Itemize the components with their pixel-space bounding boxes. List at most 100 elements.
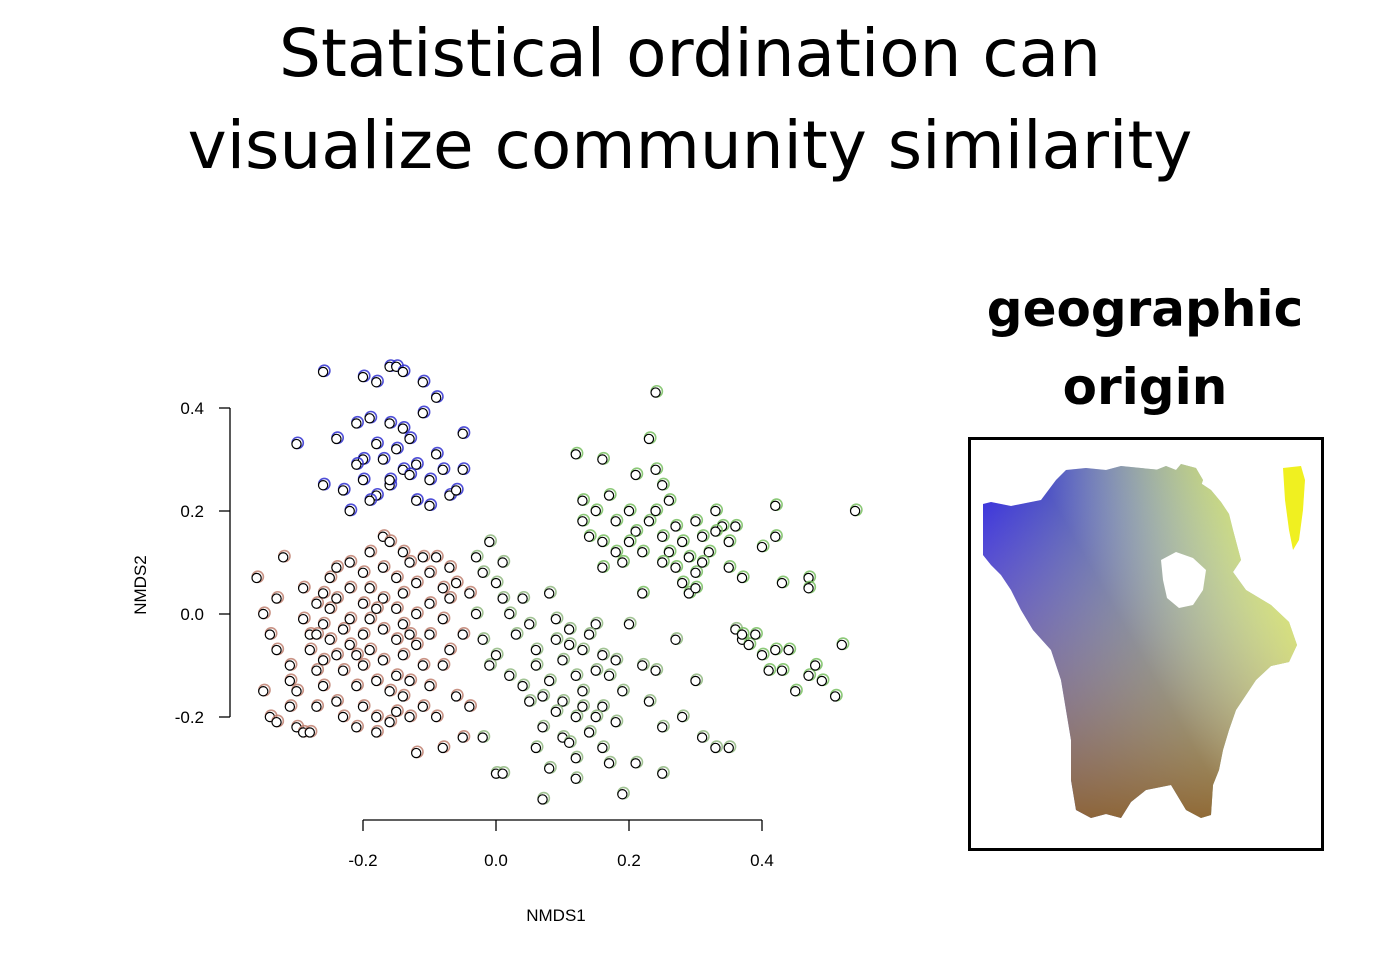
scatter-point [444, 593, 455, 604]
scatter-point [337, 665, 349, 676]
scatter-point [530, 660, 542, 671]
scatter-point [597, 742, 608, 754]
scatter-point [430, 711, 442, 723]
scatter-point [371, 711, 382, 723]
scatter-point [677, 711, 688, 723]
scatter-point [630, 758, 641, 769]
scatter-point [477, 732, 488, 743]
scatter-point [404, 433, 415, 445]
scatter-point [577, 686, 588, 697]
scatter-point [770, 500, 781, 512]
scatter-point [430, 392, 442, 403]
scatter-point [643, 433, 655, 445]
scatter-point [331, 696, 342, 707]
scatter-point [444, 644, 455, 656]
scatter-point [284, 660, 296, 671]
x-axis-label: NMDS1 [526, 906, 586, 925]
scatter-point [696, 732, 708, 743]
scatter-point [457, 629, 468, 640]
scatter-point [258, 608, 269, 620]
north-america-map [971, 440, 1321, 848]
scatter-point [849, 505, 861, 517]
scatter-point [544, 588, 555, 599]
scatter-point [411, 747, 422, 759]
scatter-point [617, 789, 628, 800]
scatter-point [484, 536, 495, 548]
scatter-point [411, 639, 422, 651]
scatter-point [424, 629, 435, 640]
scatter-point [557, 696, 568, 707]
scatter-point [450, 577, 462, 589]
scatter-point [391, 603, 402, 615]
legend-caption-line-2: origin [1062, 358, 1228, 416]
scatter-point [271, 593, 282, 604]
scatter-point [736, 572, 748, 584]
scatter-point [397, 650, 409, 661]
scatter-point [630, 526, 641, 537]
scatter-point [450, 691, 462, 702]
scatter-point [484, 660, 495, 671]
scatter-point [810, 660, 821, 671]
scatter-point [597, 701, 608, 712]
scatter-point [397, 366, 409, 378]
scatter-point [417, 377, 429, 388]
scatter-point [317, 588, 329, 599]
scatter-point [776, 665, 788, 676]
scatter-point [311, 701, 322, 712]
scatter-point [371, 438, 382, 450]
scatter-point [524, 696, 535, 707]
scatter-point [404, 675, 415, 687]
scatter-point [311, 665, 322, 676]
scatter-point [570, 449, 582, 460]
scatter-point [550, 634, 562, 645]
scatter-point [251, 572, 262, 584]
hudson-bay [1161, 552, 1206, 608]
x-tick-label: 0.2 [617, 851, 641, 870]
scatter-point [430, 552, 442, 563]
scatter-point [384, 716, 395, 728]
scatter-point [391, 634, 402, 645]
scatter-point [397, 619, 409, 630]
scatter-point [391, 670, 402, 682]
scatter-point [331, 593, 342, 604]
scatter-point [371, 377, 382, 388]
scatter-point [324, 603, 335, 615]
scatter-point [670, 521, 681, 532]
scatter-point [331, 650, 342, 661]
scatter-point [836, 639, 848, 651]
scatter-point [291, 438, 302, 450]
scatter-point [391, 444, 402, 455]
scatter-point [411, 459, 422, 470]
scatter-point [510, 629, 522, 640]
scatter-point [384, 474, 395, 486]
scatter-point [730, 521, 741, 532]
greenland-fragment [1283, 466, 1305, 550]
scatter-point [377, 593, 389, 604]
plot-axes: -0.2 0.0 0.2 0.4 NMDS1 -0.2 0.0 0.2 0.4 NMDS2 [131, 399, 774, 925]
scatter-point [570, 711, 582, 723]
scatter-point [470, 608, 482, 620]
scatter-point [577, 516, 588, 527]
scatter-point [377, 454, 389, 465]
scatter-point [357, 474, 369, 486]
scatter-point [756, 541, 768, 553]
scatter-point [597, 536, 608, 548]
scatter-point [377, 624, 389, 635]
scatter-point [657, 557, 668, 568]
scatter-point [650, 464, 661, 475]
scatter-point [278, 552, 289, 563]
scatter-point [344, 583, 355, 594]
scatter-point [317, 366, 329, 378]
plot-points [251, 359, 863, 805]
scatter-point [677, 536, 688, 548]
scatter-point [544, 675, 555, 687]
scatter-point [563, 624, 575, 635]
scatter-point [710, 526, 721, 537]
scatter-point [357, 567, 369, 579]
scatter-point [530, 742, 542, 754]
scatter-point [610, 516, 621, 527]
scatter-point [683, 552, 695, 563]
scatter-point [783, 644, 794, 656]
scatter-point [577, 701, 588, 712]
scatter-point [803, 572, 814, 584]
